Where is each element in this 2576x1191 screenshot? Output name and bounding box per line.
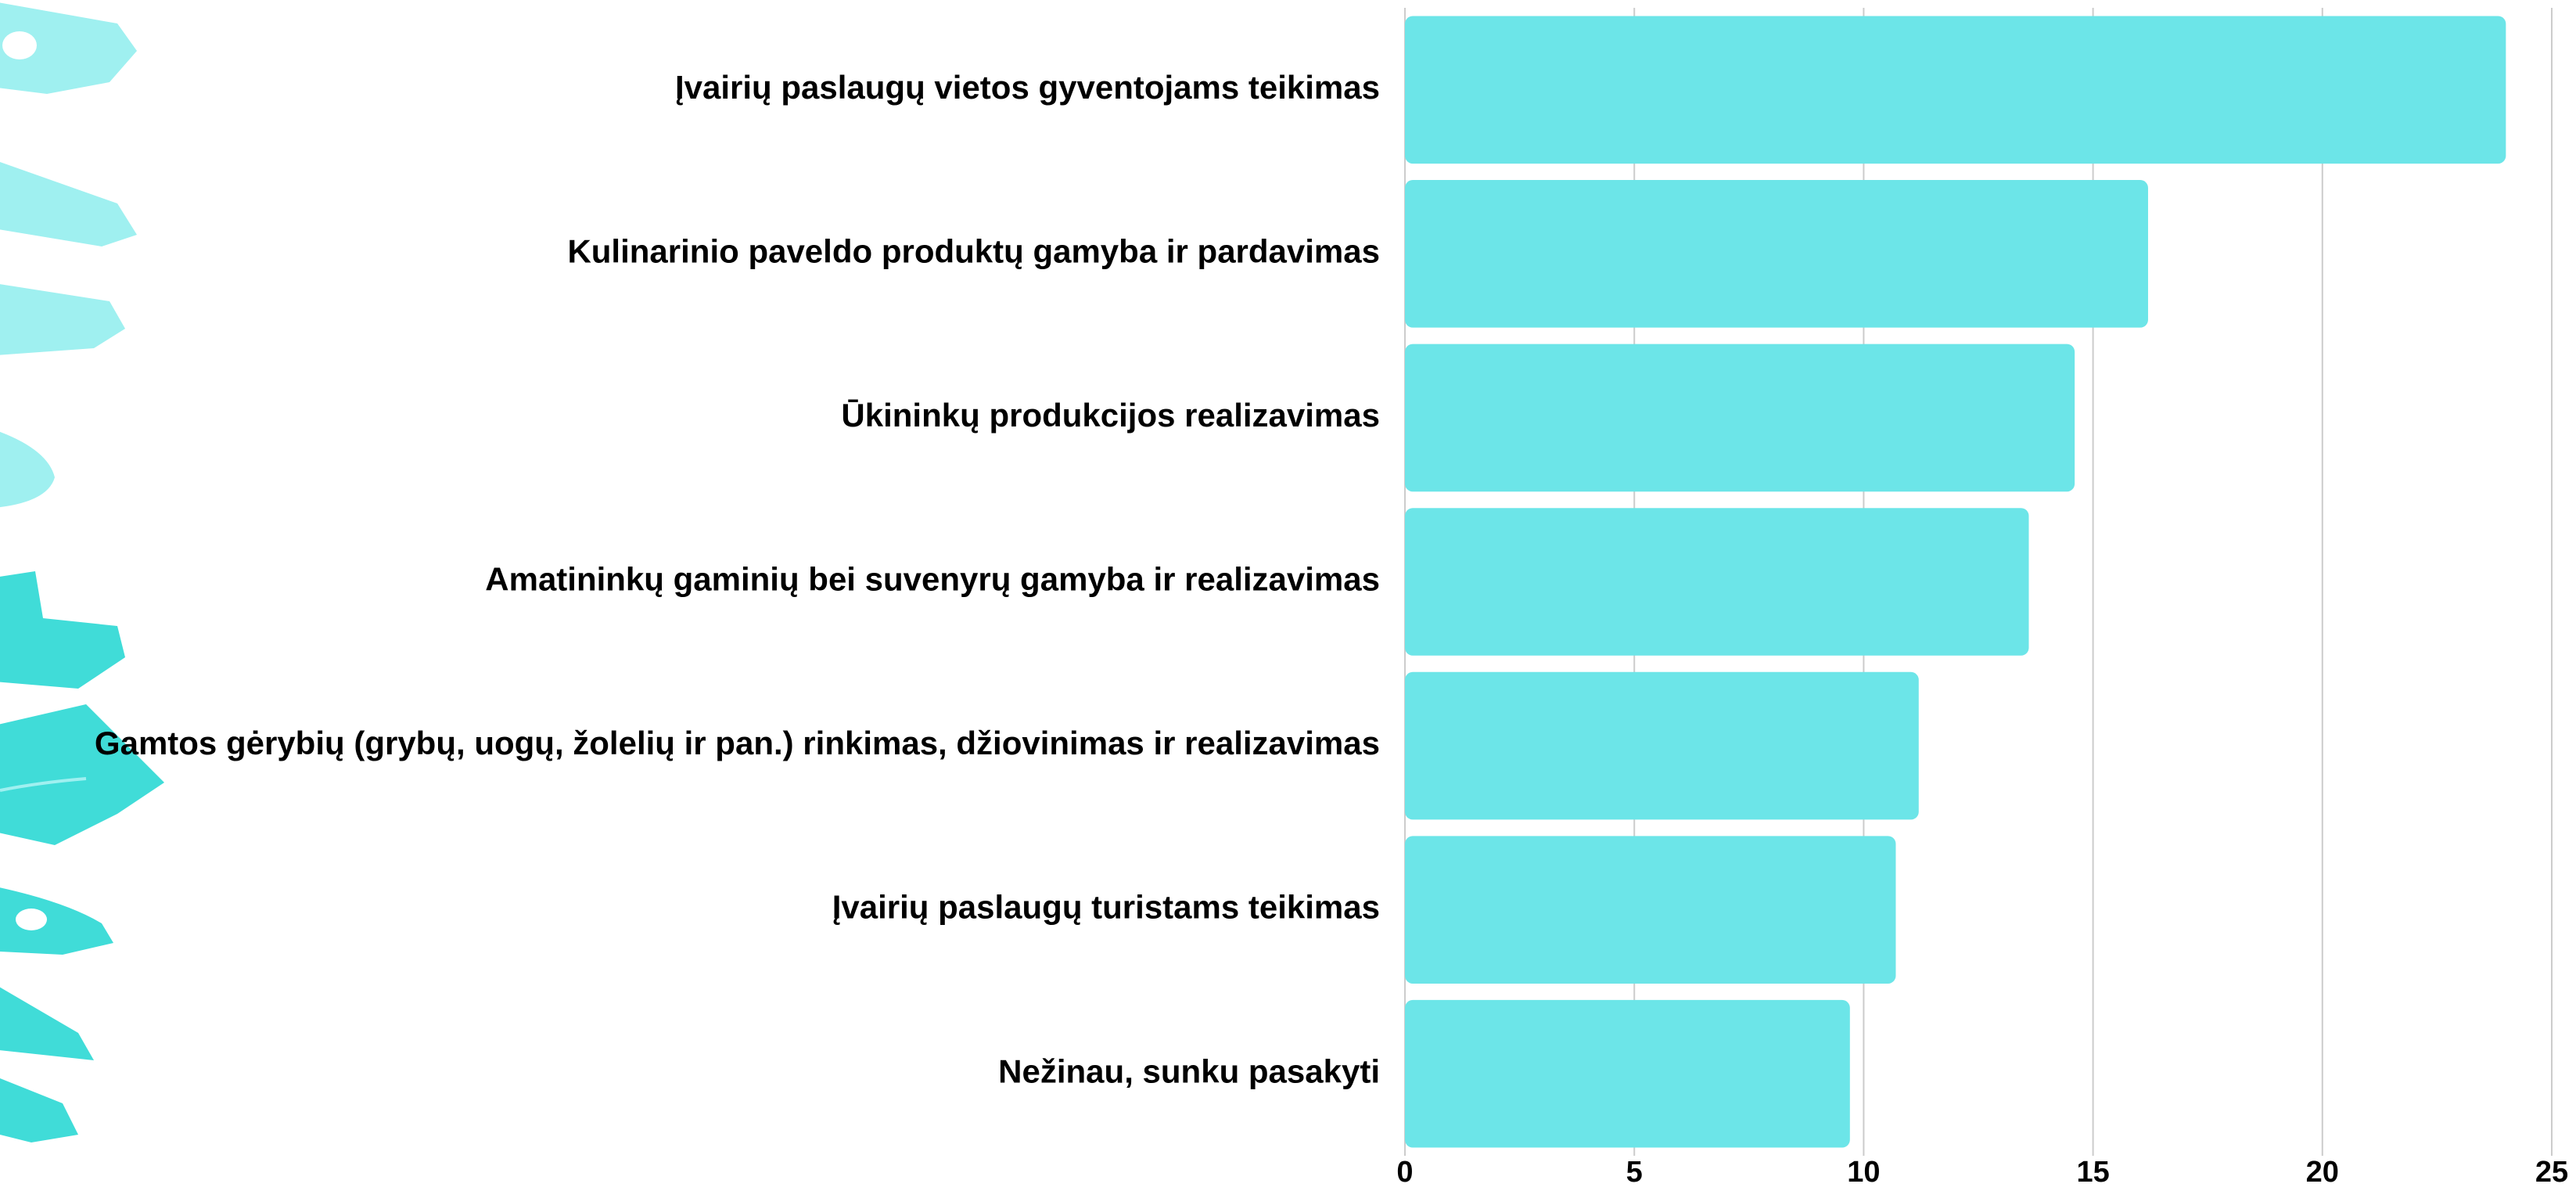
page: 0 5 10 15 20 25 Įvairių paslaugų vietos gyvent… [0,0,2576,1191]
decoration [0,0,164,1142]
category-label: Kulinarinio paveldo produktų gamyba ir p… [567,232,1380,269]
bar [1405,672,1919,820]
bar [1405,1000,1850,1148]
bar [1405,344,2075,492]
bar [1405,508,2029,656]
bar [1405,180,2148,328]
bar [1405,836,1895,984]
x-tick-label: 0 [1396,1156,1413,1189]
x-tick-label: 10 [1847,1156,1880,1189]
chart: 0 5 10 15 20 25 Įvairių paslaugų vietos gyvent… [0,0,2576,1191]
category-label: Amatininkų gaminių bei suvenyrų gamyba i… [485,561,1380,598]
x-tick-label: 20 [2306,1156,2339,1189]
category-label: Gamtos gėrybių (grybų, uogų, žolelių ir … [95,725,1380,761]
category-label: Ūkininkų produkcijos realizavimas [841,397,1380,434]
category-label: Įvairių paslaugų turistams teikimas [832,889,1380,926]
category-label: Įvairių paslaugų vietos gyventojams teik… [675,69,1380,106]
category-label: Nežinau, sunku pasakyti [998,1052,1380,1089]
x-tick-label: 15 [2076,1156,2109,1189]
x-tick-label: 5 [1626,1156,1643,1189]
x-tick-label: 25 [2535,1156,2568,1189]
bar [1405,16,2506,164]
